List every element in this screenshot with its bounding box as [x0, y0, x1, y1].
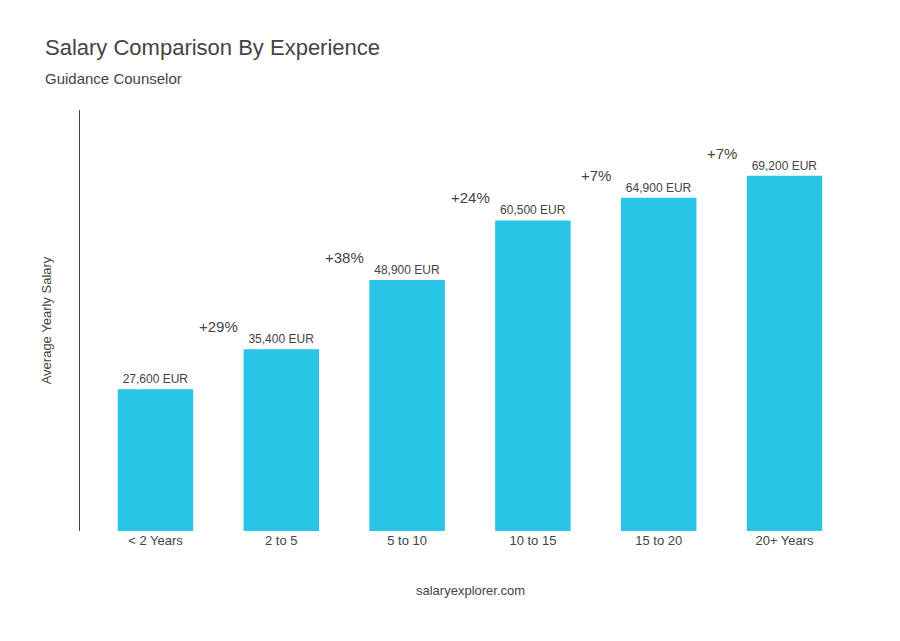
svg-text:< 2 Years: < 2 Years	[128, 533, 183, 548]
svg-text:2 to 5: 2 to 5	[265, 533, 298, 548]
svg-text:+24%: +24%	[451, 189, 490, 206]
svg-text:5 to 10: 5 to 10	[387, 533, 427, 548]
svg-text:salaryexplorer.com: salaryexplorer.com	[416, 583, 525, 598]
svg-text:+38%: +38%	[325, 249, 364, 266]
svg-text:35,400 EUR: 35,400 EUR	[248, 332, 314, 346]
svg-text:Salary Comparison By Experienc: Salary Comparison By Experience	[45, 35, 380, 60]
svg-text:15 to 20: 15 to 20	[635, 533, 682, 548]
svg-text:+7%: +7%	[707, 145, 737, 162]
svg-text:20+ Years: 20+ Years	[755, 533, 814, 548]
svg-text:69,200 EUR: 69,200 EUR	[752, 159, 818, 173]
svg-text:+29%: +29%	[199, 318, 238, 335]
svg-text:48,900 EUR: 48,900 EUR	[374, 263, 440, 277]
svg-text:Guidance Counselor: Guidance Counselor	[45, 70, 182, 87]
svg-text:27,600 EUR: 27,600 EUR	[123, 372, 189, 386]
svg-text:64,900 EUR: 64,900 EUR	[626, 181, 692, 195]
svg-text:10 to 15: 10 to 15	[509, 533, 556, 548]
svg-text:+7%: +7%	[581, 167, 611, 184]
svg-text:60,500 EUR: 60,500 EUR	[500, 203, 566, 217]
svg-text:Average Yearly Salary: Average Yearly Salary	[39, 256, 54, 384]
